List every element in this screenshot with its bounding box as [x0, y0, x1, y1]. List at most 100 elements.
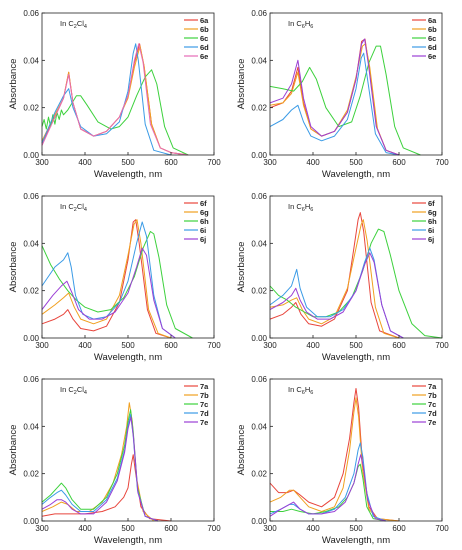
chart-panel-6: 300 400 500 600 700 0.00 0.02 0.04 0.06 Wavelengt…: [236, 375, 449, 546]
y-tick-label: 0.06: [251, 9, 267, 18]
y-tick-label: 0.06: [23, 375, 39, 384]
y-axis-label: Absorbance: [8, 59, 19, 110]
y-axis-label: Absorbance: [8, 242, 19, 293]
annotation-text: Cl: [77, 202, 84, 211]
x-tick-label: 600: [164, 158, 178, 167]
series-line-7a: [41, 454, 172, 522]
x-tick-label: 600: [392, 341, 406, 350]
y-tick-label: 0.06: [251, 375, 267, 384]
legend-label-6a: 6a: [428, 16, 437, 25]
y-tick-label: 0.06: [23, 192, 39, 201]
y-tick-label: 0.02: [23, 104, 39, 113]
x-tick-label: 600: [392, 158, 406, 167]
x-tick-label: 300: [263, 158, 277, 167]
plot-frame: [269, 12, 443, 156]
solvent-annotation: In C6H6: [288, 202, 313, 213]
legend-label-6b: 6b: [200, 25, 209, 34]
x-tick-label: 400: [306, 158, 320, 167]
legend-label-6c: 6c: [428, 34, 436, 43]
x-tick-label: 300: [263, 524, 277, 533]
annotation-text: In C: [288, 202, 302, 211]
annotation-subscript: 4: [84, 24, 87, 30]
y-tick-label: 0.00: [23, 334, 39, 343]
annotation-text: Cl: [77, 385, 84, 394]
series-line-6e: [41, 43, 189, 156]
legend-label-7b: 7b: [428, 391, 437, 400]
y-tick-label: 0.00: [251, 151, 267, 160]
y-tick-label: 0.06: [23, 9, 39, 18]
solvent-annotation: In C2Cl4: [60, 19, 87, 30]
y-tick-label: 0.02: [251, 287, 267, 296]
legend-label-7e: 7e: [200, 418, 208, 427]
legend-label-6e: 6e: [200, 52, 208, 61]
x-tick-label: 600: [164, 341, 178, 350]
legend-label-6i: 6i: [428, 226, 434, 235]
y-axis-label: Absorbance: [8, 425, 19, 476]
x-tick-label: 700: [207, 341, 221, 350]
chart-panel-2: 300 400 500 600 700 0.00 0.02 0.04 0.06 Wavelengt…: [236, 9, 449, 180]
annotation-subscript: 6: [302, 390, 305, 396]
x-tick-label: 300: [35, 158, 49, 167]
legend-label-6g: 6g: [200, 208, 209, 217]
x-tick-label: 400: [78, 341, 92, 350]
x-tick-label: 500: [121, 524, 135, 533]
legend-label-6j: 6j: [200, 235, 206, 244]
x-tick-label: 300: [35, 341, 49, 350]
annotation-subscript: 2: [74, 207, 77, 213]
legend-label-7a: 7a: [200, 382, 209, 391]
plot-frame: [269, 195, 443, 339]
legend-label-7a: 7a: [428, 382, 437, 391]
annotation-text: In C: [288, 19, 302, 28]
x-axis-label: Wavelength, nm: [94, 169, 162, 180]
x-axis-label: Wavelength, nm: [322, 535, 390, 546]
series-line-6j: [269, 252, 404, 339]
legend-label-7e: 7e: [428, 418, 436, 427]
legend-label-6h: 6h: [200, 217, 209, 226]
series-line-6d: [269, 52, 400, 156]
legend-label-6h: 6h: [428, 217, 437, 226]
x-tick-label: 400: [306, 524, 320, 533]
series-line-6g: [269, 219, 400, 339]
y-tick-label: 0.04: [23, 422, 39, 431]
plot-frame: [41, 195, 215, 339]
annotation-text: In C: [60, 202, 74, 211]
annotation-text: H: [305, 385, 310, 394]
series-line-6c: [41, 69, 189, 156]
annotation-subscript: 6: [310, 24, 313, 30]
annotation-subscript: 6: [302, 207, 305, 213]
x-tick-label: 700: [207, 158, 221, 167]
legend-label-7c: 7c: [200, 400, 208, 409]
annotation-text: In C: [288, 385, 302, 394]
x-tick-label: 400: [78, 158, 92, 167]
y-tick-label: 0.04: [23, 56, 39, 65]
series-line-6e: [269, 38, 400, 156]
solvent-annotation: In C6H6: [288, 19, 313, 30]
legend-label-6g: 6g: [428, 208, 437, 217]
y-axis-label: Absorbance: [236, 425, 247, 476]
series-line-6d: [41, 43, 172, 156]
y-tick-label: 0.00: [251, 334, 267, 343]
series-line-6b: [269, 43, 400, 156]
y-tick-label: 0.02: [23, 470, 39, 479]
x-axis-label: Wavelength, nm: [94, 535, 162, 546]
x-tick-label: 300: [263, 341, 277, 350]
series-line-7a: [269, 388, 400, 522]
annotation-subscript: 6: [310, 207, 313, 213]
series-line-7b: [41, 402, 155, 522]
series-line-6c: [269, 45, 421, 156]
annotation-subscript: 2: [74, 390, 77, 396]
y-axis-label: Absorbance: [236, 242, 247, 293]
annotation-text: H: [305, 202, 310, 211]
series-line-6j: [41, 247, 176, 339]
solvent-annotation: In C2Cl4: [60, 202, 87, 213]
plot-frame: [41, 12, 215, 156]
annotation-text: In C: [60, 385, 74, 394]
y-tick-label: 0.02: [251, 104, 267, 113]
annotation-subscript: 6: [310, 390, 313, 396]
series-line-6a: [269, 38, 400, 156]
y-tick-label: 0.00: [251, 517, 267, 526]
annotation-text: H: [305, 19, 310, 28]
x-tick-label: 700: [435, 158, 449, 167]
annotation-subscript: 4: [84, 390, 87, 396]
